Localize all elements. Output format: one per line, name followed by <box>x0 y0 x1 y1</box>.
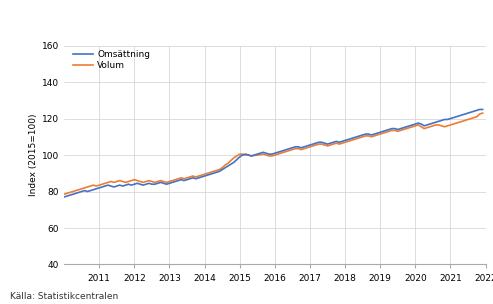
Omsättning <box>398 127 404 130</box>
Legend: Omsättning, Volum: Omsättning, Volum <box>73 50 150 70</box>
Text: Källa: Statistikcentralen: Källa: Statistikcentralen <box>10 292 118 301</box>
Omsättning <box>90 188 96 192</box>
Volum <box>123 181 129 184</box>
Line: Volum: Volum <box>64 113 483 194</box>
Y-axis label: Index (2015=100): Index (2015=100) <box>29 114 38 196</box>
Volum <box>90 183 96 187</box>
Omsättning <box>477 108 483 111</box>
Volum <box>404 127 410 130</box>
Volum <box>480 111 486 115</box>
Omsättning <box>404 125 410 129</box>
Line: Omsättning: Omsättning <box>64 109 483 197</box>
Omsättning <box>61 195 67 199</box>
Volum <box>398 129 404 132</box>
Volum <box>190 174 196 178</box>
Omsättning <box>190 176 196 180</box>
Volum <box>61 192 67 196</box>
Omsättning <box>480 108 486 111</box>
Omsättning <box>360 133 366 137</box>
Omsättning <box>123 183 129 187</box>
Volum <box>360 135 366 139</box>
